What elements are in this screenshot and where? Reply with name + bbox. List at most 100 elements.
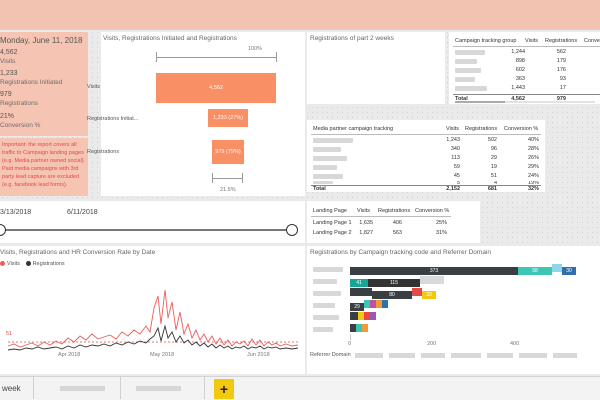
media-table[interactable]: Media partner campaign tracking Visits R… [307,120,545,192]
referrer-legend[interactable] [355,353,595,358]
slider-start-date[interactable]: 3/13/2018 [0,209,32,216]
bar-row[interactable]: 29 [350,300,600,311]
table-row[interactable]: Landing Page 1 1,635 406 25% [313,219,453,228]
bar-segment[interactable]: 80 [372,291,412,299]
bar-segment[interactable] [356,324,362,332]
date-slicer[interactable] [0,201,305,243]
scroll-thumb[interactable] [455,101,505,103]
bar-segment[interactable] [412,288,422,296]
landing-col-registrations[interactable]: Registrations [378,208,411,214]
bar-segment[interactable] [420,276,444,284]
cell-reg: 29 [490,155,497,161]
campaign-table[interactable]: Campaign tracking group Visits Registrat… [449,32,600,104]
bar-segment[interactable] [382,300,388,308]
registrations-line [7,324,299,351]
axis-tick-200: 200 [427,341,437,347]
landing-col-visits[interactable]: Visits [357,208,371,214]
redacted-text [455,68,481,73]
bar-segment[interactable] [362,324,368,332]
redacted-text [313,174,343,179]
table-row[interactable]: 1,243 502 40% [311,136,541,145]
legend-entry [451,353,481,358]
redacted-text [313,147,341,152]
legend-entry [487,353,513,358]
redacted-text [313,303,335,308]
funnel-bar-reg-initiated[interactable]: 1,233 (27%) [208,109,248,127]
kpi-reg-initiated-value: 1,233 [0,70,18,77]
table-row[interactable]: 363 93 [453,75,600,84]
cell-reg: 93 [559,76,566,82]
bar-segment[interactable] [350,312,358,320]
bar-segment[interactable] [358,312,364,320]
campaign-col-group[interactable]: Campaign tracking group [455,38,517,44]
bar-segment[interactable]: 33 [422,291,436,299]
cell-conv: 40% [527,137,539,143]
campaign-total-visits: 4,562 [511,96,525,102]
bar-row[interactable]: 80 33 [350,288,600,299]
table-row[interactable]: 1,244 562 [453,48,600,57]
bar-segment[interactable]: 41 [350,279,368,287]
campaign-col-visits[interactable]: Visits [525,38,539,44]
add-page-button[interactable]: + [214,379,234,399]
redacted-text [455,59,477,64]
cell-reg: 51 [490,173,497,179]
funnel-bar-registrations[interactable]: 979 (79%) [212,140,244,164]
bar-segment[interactable]: 373 [350,267,518,275]
bar-row[interactable] [350,312,600,320]
bar-segment[interactable]: 30 [562,267,576,275]
bar-row[interactable] [350,324,600,332]
bar-segment[interactable] [364,300,370,308]
cell-visits: 5 [456,181,460,186]
axis-line [350,334,351,340]
media-col-visits[interactable]: Visits [446,126,460,132]
landing-col-page[interactable]: Landing Page [313,208,347,214]
bar-chart-panel[interactable]: Registrations by Campaign tracking code … [307,246,600,374]
bar-segment[interactable] [552,264,562,272]
table-row[interactable]: Landing Page 2 1,827 563 31% [313,229,453,238]
campaign-total-label: Total [455,96,468,102]
landing-table[interactable]: Landing Page Visits Registrations Conver… [307,201,480,243]
x-tick-jun: Jun 2018 [247,352,270,358]
line-chart-panel[interactable]: Visits, Registrations and HR Conversion … [0,246,305,374]
bar-segment[interactable] [350,324,356,332]
table-row[interactable]: 898 179 [453,57,600,66]
table-row[interactable]: 45 51 24% [311,172,541,181]
campaign-col-registrations[interactable]: Registrations [545,38,578,44]
bar-segment[interactable]: 29 [350,303,364,311]
media-col-conversion[interactable]: Conversion % [504,126,539,132]
slider-end-handle[interactable] [286,224,298,236]
slider-end-date[interactable]: 6/11/2018 [67,209,98,216]
tab-redacted-2[interactable] [136,386,181,391]
table-row[interactable]: 1,443 17 [453,84,600,93]
funnel-bar-visits[interactable]: 4,562 [156,73,276,103]
media-col-registrations[interactable]: Registrations [465,126,498,132]
reg-part2-panel[interactable]: Registrations of part 2 weeks [307,32,445,104]
redacted-text [313,181,333,184]
bar-segment[interactable]: 58 [518,267,552,275]
tab-redacted-1[interactable] [60,386,105,391]
campaign-hscroll[interactable] [455,101,595,103]
table-row[interactable]: 113 29 26% [311,154,541,163]
tab-week[interactable]: week [2,384,21,393]
bar-segment[interactable] [350,288,372,296]
visits-line [7,289,299,348]
media-col-tracking[interactable]: Media partner campaign tracking [313,126,394,132]
bar-segment[interactable] [370,312,376,320]
bar-segment[interactable] [364,312,370,320]
landing-col-conversion[interactable]: Conversion % [415,208,450,214]
bar-row[interactable]: 373 58 30 [350,264,600,275]
table-row[interactable]: 602 176 [453,66,600,75]
bar-segment[interactable]: 115 [368,279,420,287]
bar-row[interactable]: 41 115 [350,276,600,287]
legend-entry [355,353,383,358]
table-row[interactable]: 5 4 19% [311,181,541,186]
redacted-text [313,315,339,320]
table-row[interactable]: 340 96 28% [311,145,541,154]
cell-reg: 4 [493,181,497,186]
table-row[interactable]: 59 19 29% [311,163,541,172]
bar-segment[interactable] [370,300,376,308]
slider-track[interactable] [0,229,294,231]
campaign-col-conversion[interactable]: Conversion % [584,38,600,44]
funnel-panel[interactable]: Visits, Registrations Initiated and Regi… [87,32,305,196]
bar-segment[interactable] [376,300,382,308]
